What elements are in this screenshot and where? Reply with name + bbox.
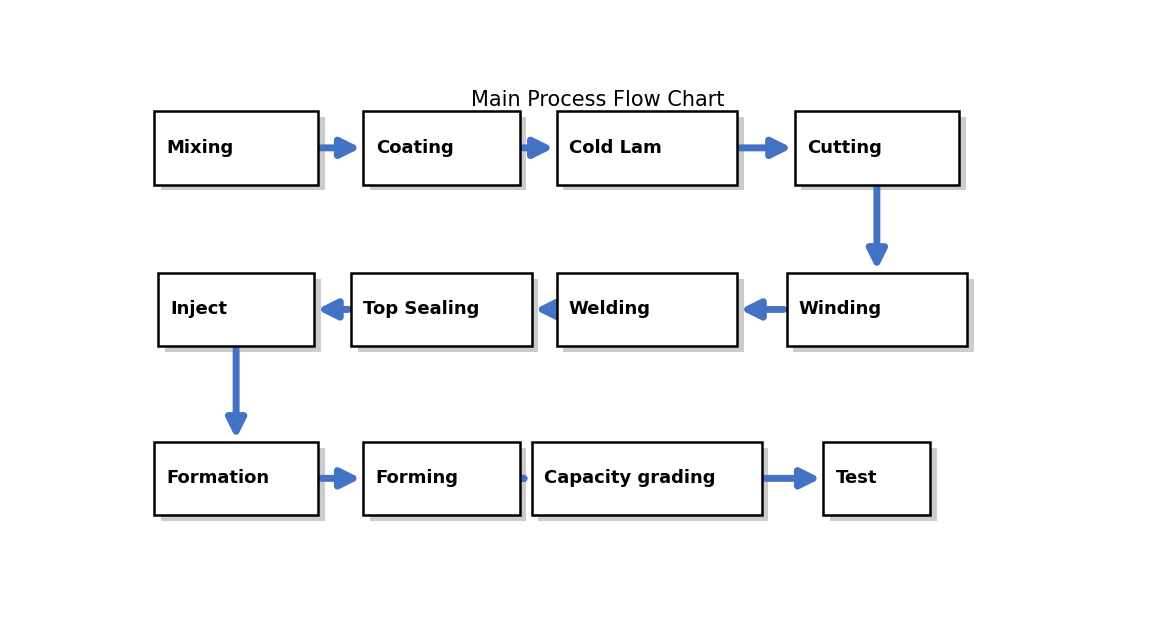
FancyArrowPatch shape — [869, 187, 885, 262]
Text: Inject: Inject — [170, 301, 227, 319]
Bar — [787, 273, 968, 346]
Bar — [370, 448, 526, 521]
Text: Welding: Welding — [569, 301, 651, 319]
Text: Cold Lam: Cold Lam — [569, 139, 661, 157]
Bar — [830, 448, 936, 521]
Text: Formation: Formation — [167, 469, 269, 487]
FancyArrowPatch shape — [747, 302, 784, 317]
Bar — [793, 278, 974, 352]
FancyArrowPatch shape — [324, 302, 349, 317]
Bar — [563, 278, 744, 352]
Bar — [358, 278, 539, 352]
Bar — [532, 441, 761, 515]
Bar — [164, 278, 321, 352]
Bar — [563, 117, 744, 190]
Text: Test: Test — [836, 469, 877, 487]
Bar — [154, 111, 318, 185]
Bar — [161, 117, 325, 190]
FancyArrowPatch shape — [522, 140, 546, 156]
Bar — [364, 111, 520, 185]
FancyArrowPatch shape — [765, 471, 813, 486]
Bar — [364, 441, 520, 515]
Bar — [556, 273, 737, 346]
Bar — [154, 441, 318, 515]
Bar — [351, 273, 532, 346]
Bar — [159, 273, 314, 346]
FancyArrowPatch shape — [229, 349, 244, 431]
Text: Top Sealing: Top Sealing — [364, 301, 480, 319]
Text: Capacity grading: Capacity grading — [545, 469, 716, 487]
FancyArrowPatch shape — [321, 140, 353, 156]
Bar — [795, 111, 958, 185]
Text: Winding: Winding — [799, 301, 881, 319]
Text: Coating: Coating — [375, 139, 454, 157]
Text: Mixing: Mixing — [167, 139, 233, 157]
Bar — [801, 117, 965, 190]
Text: Cutting: Cutting — [807, 139, 881, 157]
Text: Main Process Flow Chart: Main Process Flow Chart — [471, 90, 724, 110]
FancyArrowPatch shape — [321, 471, 353, 486]
Bar — [370, 117, 526, 190]
Bar — [539, 448, 768, 521]
FancyArrowPatch shape — [542, 302, 559, 317]
Text: Forming: Forming — [375, 469, 458, 487]
Bar — [823, 441, 930, 515]
Bar — [161, 448, 325, 521]
FancyArrowPatch shape — [506, 471, 524, 486]
FancyArrowPatch shape — [740, 140, 785, 156]
Bar — [556, 111, 737, 185]
